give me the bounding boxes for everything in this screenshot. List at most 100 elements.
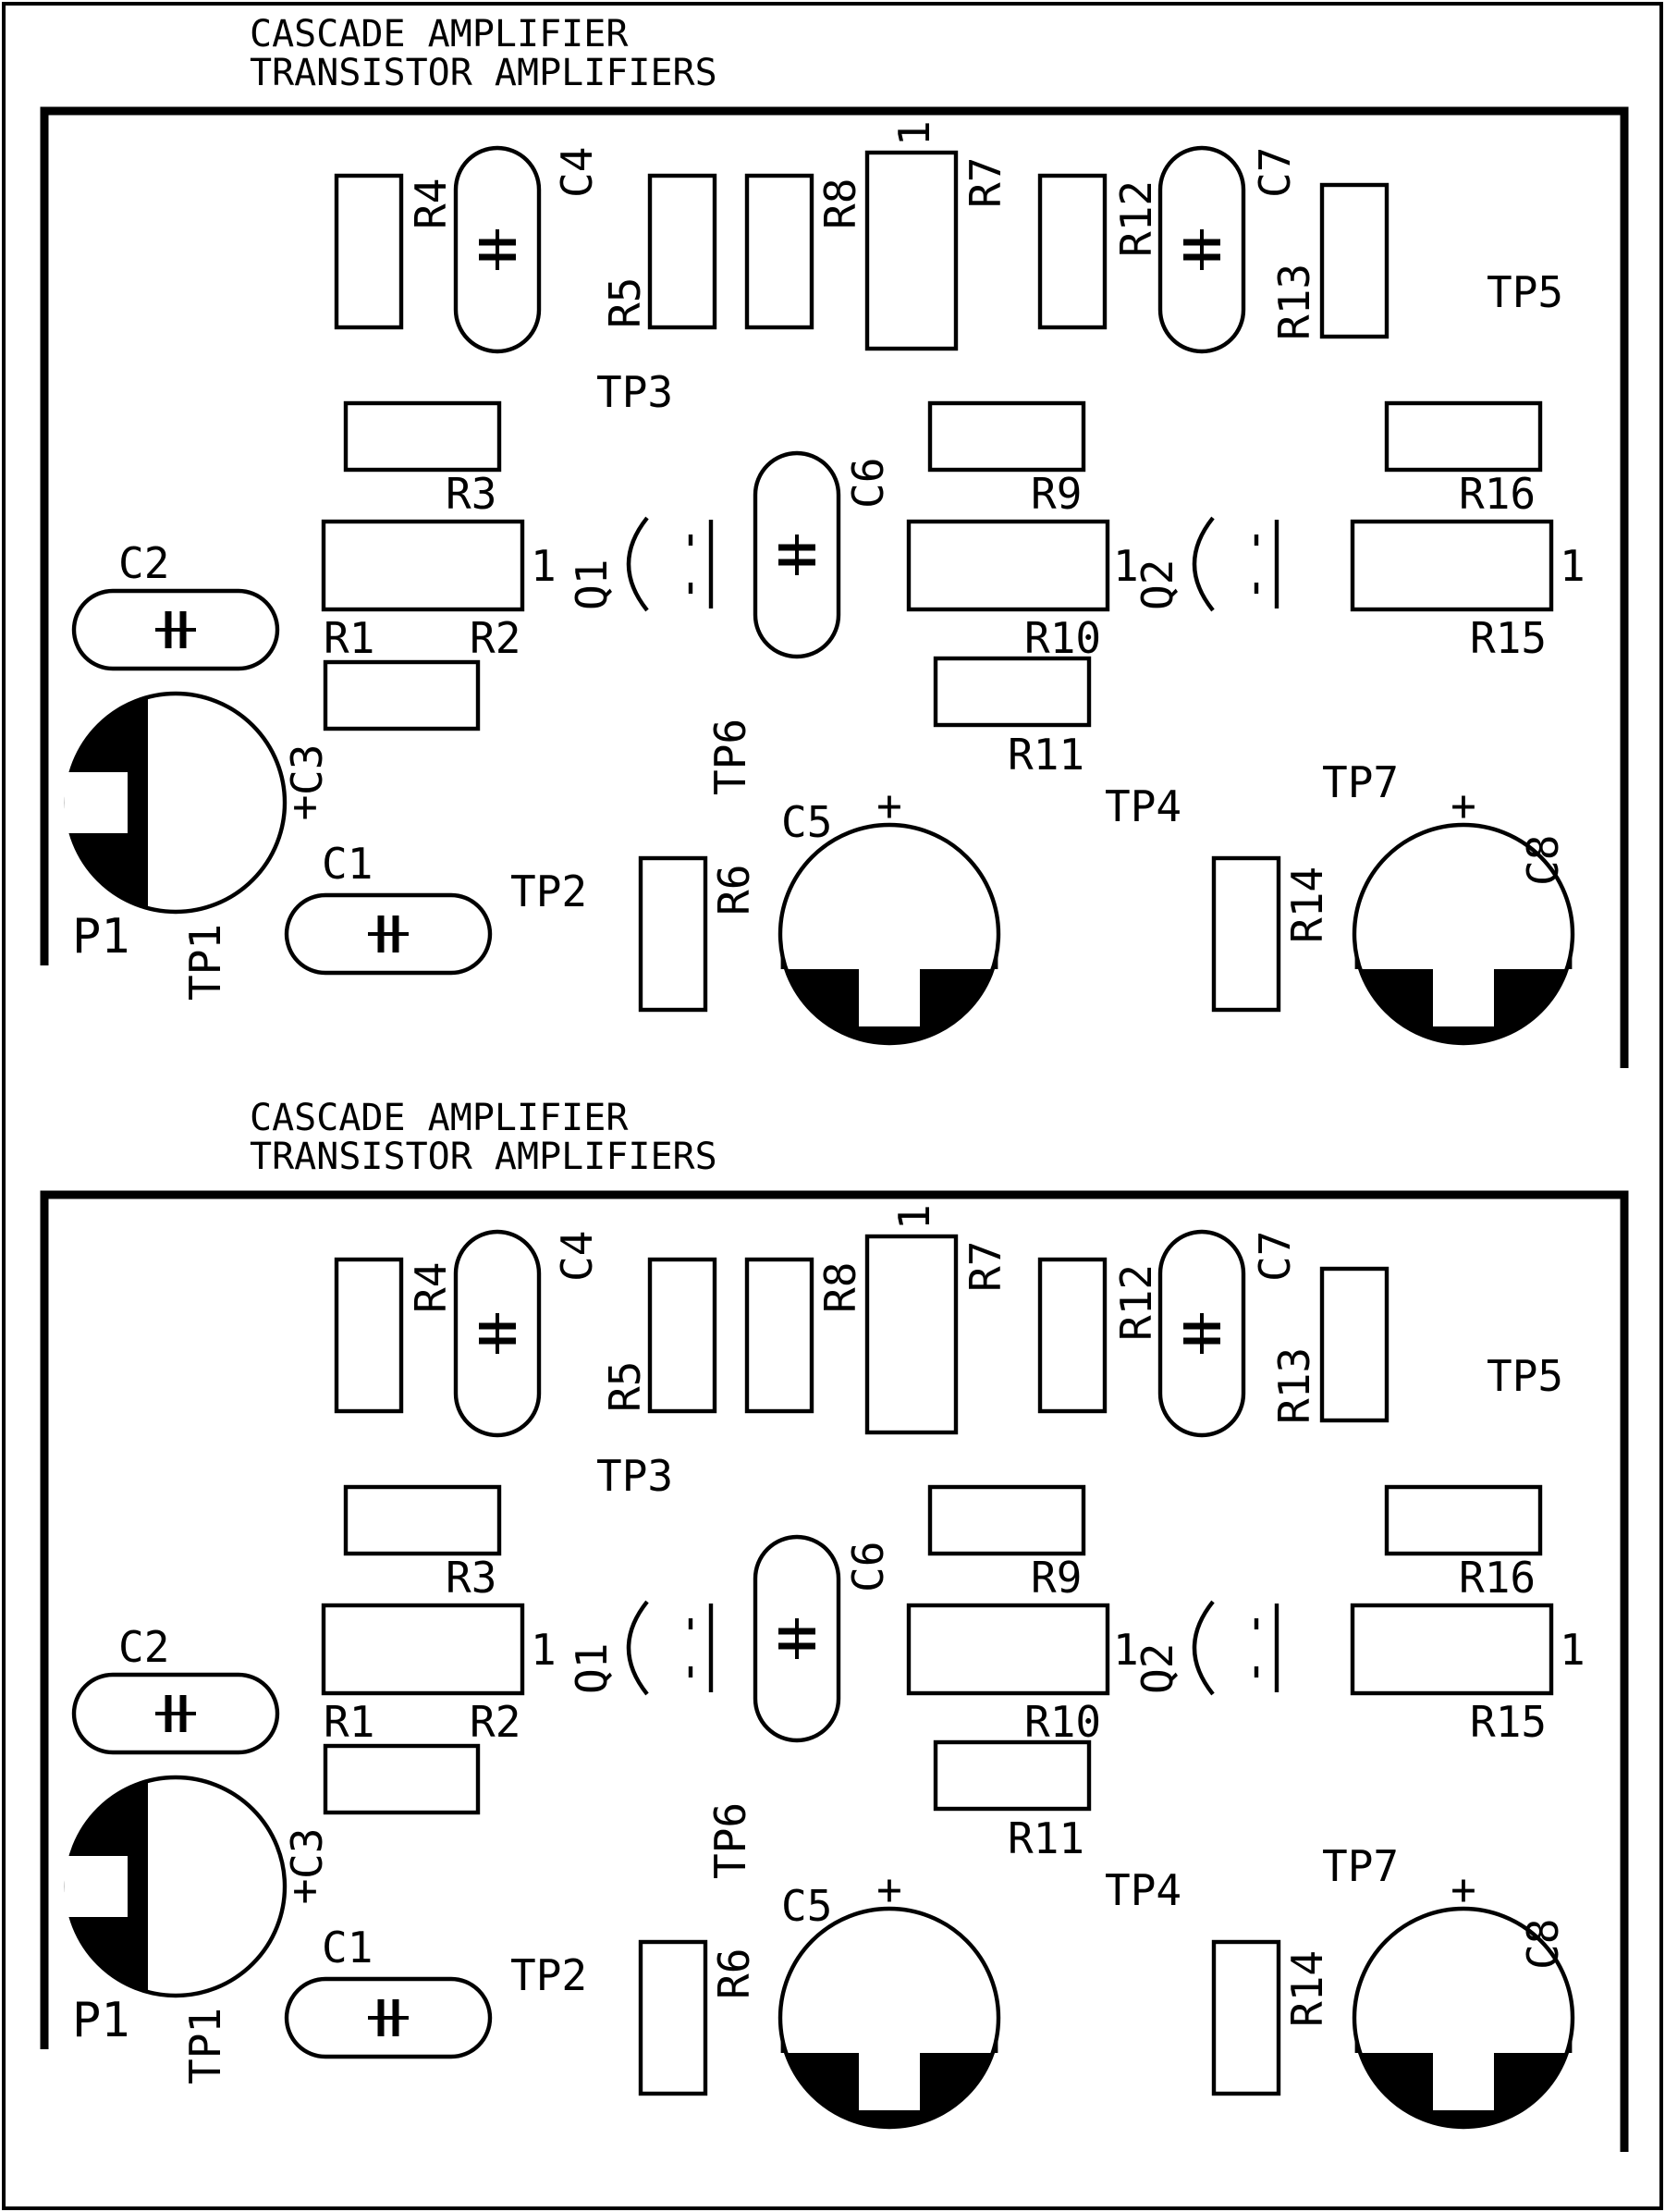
label-R9: R9: [1031, 469, 1082, 519]
board-outline: [40, 1190, 1629, 2152]
capacitor-C1-body: [284, 1976, 493, 2059]
testpoint-TP7: TP7: [1322, 757, 1399, 807]
capacitor-C2-body: [71, 588, 280, 671]
capacitor-C4: [453, 1229, 542, 1438]
C3-plus-marker: +: [292, 1865, 318, 1915]
capacitor-C2: [71, 588, 280, 671]
capacitor-C5-pad-gap: [859, 969, 920, 1026]
label-R9: R9: [1031, 1553, 1082, 1603]
resistor-R6: [638, 855, 708, 1013]
testpoint-TP2: TP2: [510, 1950, 587, 2000]
label-R6: R6: [709, 1948, 759, 1999]
capacitor-C2-body: [71, 1672, 280, 1755]
C5-plus-marker: +: [876, 1864, 902, 1914]
label-Q2: Q2: [1132, 559, 1182, 610]
resistor-R12: [1037, 173, 1108, 330]
R15-pin1-marker: 1: [1560, 541, 1585, 591]
capacitor-C6: [753, 1534, 841, 1743]
resistor-R8: [744, 1257, 814, 1414]
resistor-R3: [343, 1484, 502, 1556]
capacitor-C6-body: [753, 450, 841, 659]
title-line1: CASCADE AMPLIFIER: [250, 13, 629, 55]
capacitor-C7: [1157, 145, 1246, 354]
title-line2: TRANSISTOR AMPLIFIERS: [250, 52, 717, 94]
capacitor-C3-pad-gap: [65, 772, 128, 833]
R1-pin1-marker: 1: [531, 1625, 557, 1675]
transistor-Q1: [626, 1600, 714, 1696]
label-C6: C6: [843, 1542, 893, 1592]
label-C3: C3: [282, 744, 332, 795]
transistor-Q1-flat-arc: [626, 1600, 649, 1696]
testpoint-TP3: TP3: [596, 367, 673, 417]
connector-P1: P1: [72, 1993, 130, 2048]
label-R8: R8: [815, 1262, 865, 1313]
label-C5: C5: [781, 1881, 832, 1931]
transistor-Q2-flat-arc: [1192, 1600, 1215, 1696]
resistor-R5: [647, 173, 717, 330]
C5-plus-marker: +: [876, 780, 902, 830]
capacitor-C1-body: [284, 892, 493, 976]
R15-pin1-marker: 1: [1560, 1625, 1585, 1675]
capacitor-C8-polarity-band: [1354, 2029, 1573, 2128]
resistor-R9: [927, 400, 1086, 473]
label-R13: R13: [1269, 1347, 1319, 1424]
R7-pin1-marker: 1: [889, 120, 939, 146]
capacitor-C7-body: [1157, 1229, 1246, 1438]
label-C8: C8: [1518, 835, 1568, 886]
label-Q2: Q2: [1132, 1643, 1182, 1694]
capacitor-C6-body: [753, 1534, 841, 1743]
label-R6: R6: [709, 865, 759, 916]
transistor-Q2-flat-arc: [1192, 516, 1215, 612]
resistor-R10: [906, 519, 1110, 612]
testpoint-TP5: TP5: [1487, 1351, 1563, 1401]
capacitor-C6: [753, 450, 841, 659]
resistor-R4: [334, 173, 404, 330]
resistor-R14: [1211, 855, 1281, 1013]
label-R5: R5: [600, 1361, 650, 1412]
resistor-R12: [1037, 1257, 1108, 1414]
resistor-R13: [1319, 182, 1390, 339]
label-R4: R4: [406, 1262, 456, 1313]
capacitor-C4-body: [453, 1229, 542, 1438]
label-R3: R3: [446, 1553, 496, 1603]
C8-plus-marker: +: [1451, 780, 1476, 830]
resistor-R12-left: [323, 659, 481, 731]
transistor-Q2: [1192, 516, 1279, 612]
label-C2: C2: [118, 1622, 169, 1672]
label-R16: R16: [1459, 469, 1536, 519]
label-R4: R4: [406, 178, 456, 229]
testpoint-TP7: TP7: [1322, 1841, 1399, 1891]
label-C1: C1: [322, 1923, 373, 1972]
label-R14: R14: [1282, 866, 1332, 943]
resistor-R11: [933, 1739, 1092, 1812]
capacitor-C3: [64, 1775, 288, 1998]
capacitor-C7: [1157, 1229, 1246, 1438]
resistor-R8: [744, 173, 814, 330]
label-C4: C4: [552, 147, 602, 198]
resistor-R7: [864, 150, 959, 351]
label-R12: R12: [1111, 180, 1161, 257]
capacitor-C5: [777, 1906, 1001, 2130]
C3-plus-marker: +: [292, 781, 318, 831]
label-R7: R7: [961, 157, 1010, 208]
resistor-R7: [864, 1234, 959, 1435]
label-R10: R10: [1024, 613, 1101, 663]
capacitor-C8: [1352, 1906, 1575, 2130]
title-line2: TRANSISTOR AMPLIFIERS: [250, 1136, 717, 1178]
transistor-Q1: [626, 516, 714, 612]
transistor-Q2: [1192, 1600, 1279, 1696]
capacitor-C5-polarity-band: [780, 945, 998, 1044]
resistor-R5: [647, 1257, 717, 1414]
R1-pin1-marker: 1: [531, 541, 557, 591]
resistor-R16: [1384, 400, 1543, 473]
capacitor-C5-pad-gap: [859, 2053, 920, 2110]
testpoint-TP6: TP6: [705, 1802, 755, 1879]
resistor-R10: [906, 1603, 1110, 1696]
label-C7: C7: [1250, 147, 1300, 198]
label-Q1: Q1: [567, 559, 617, 610]
testpoint-TP2: TP2: [510, 866, 587, 916]
testpoint-TP1: TP1: [180, 2008, 230, 2084]
label-R8: R8: [815, 178, 865, 229]
